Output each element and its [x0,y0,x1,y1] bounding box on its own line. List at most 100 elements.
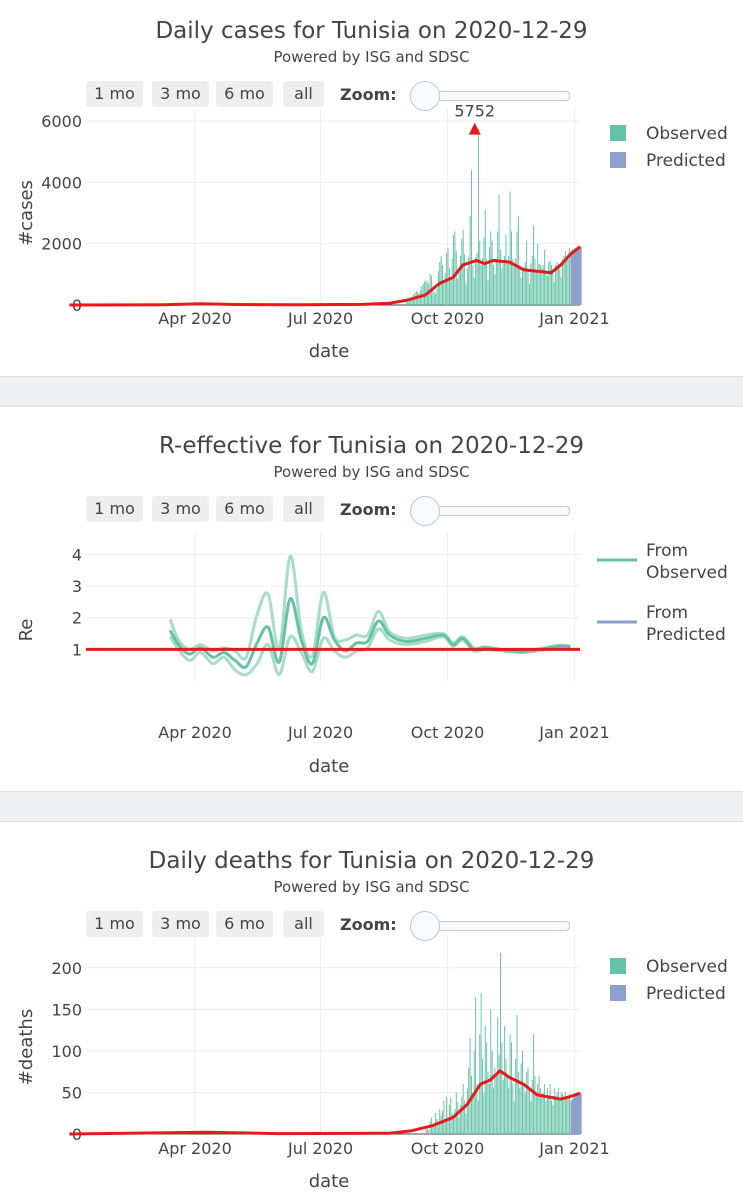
deaths-observed-bar [504,1025,506,1134]
deaths-zoom-slider-handle[interactable] [410,911,440,941]
cases-y-axis-title: #cases [16,180,37,246]
cases-observed-bar [551,265,552,305]
deaths-observed-bar [457,1102,459,1134]
deaths-observed-bar [480,992,482,1134]
cases-observed-bar [494,274,496,305]
cases-observed-bar [555,265,557,305]
deaths-range-1mo-button[interactable]: 1 mo [86,911,143,937]
deaths-ytick-label-4: 200 [51,959,82,978]
deaths-observed-bar [494,1067,496,1134]
cases-observed-bar [534,259,536,305]
cases-observed-bar [473,277,475,305]
cases-observed-bar [567,254,569,305]
deaths-observed-bar [464,1100,466,1134]
deaths-observed-bar [461,1096,463,1134]
deaths-range-6mo-button[interactable]: 6 mo [216,911,273,937]
deaths-observed-bar [484,1025,486,1134]
re-xtick-label-1: Jul 2020 [287,723,353,742]
cases-predicted-bar [570,251,573,305]
cases-zoom-slider-handle[interactable] [410,81,440,111]
deaths-observed-bar [501,1042,503,1134]
cases-observed-bar [437,271,439,305]
cases-range-all-button[interactable]: all [283,81,324,107]
cases-observed-bar [462,229,464,305]
deaths-observed-bar [538,1075,540,1134]
deaths-observed-bar [512,1084,514,1134]
cases-observed-bar [424,281,426,305]
re-range-1mo-button[interactable]: 1 mo [86,496,143,522]
re-range-6mo-button[interactable]: 6 mo [216,496,273,522]
deaths-predicted-bar [573,1097,575,1134]
deaths-observed-bar [447,1117,449,1134]
deaths-observed-bar [488,1084,490,1134]
deaths-observed-bar [564,1092,566,1134]
re-range-all-button[interactable]: all [283,496,324,522]
re-legend-predicted-label-line2: Predicted [646,625,726,645]
deaths-predicted-bar [577,1094,579,1134]
re-range-3mo-button[interactable]: 3 mo [152,496,209,522]
cases-observed-bar [451,259,453,305]
cases-observed-bar [428,284,430,305]
cases-observed-bar [440,255,442,305]
cases-observed-bar [566,257,568,305]
deaths-xtick-label-3: Jan 2021 [538,1139,609,1158]
cases-observed-bar [487,280,489,305]
deaths-observed-bar [491,1050,493,1134]
deaths-observed-bar [511,1042,512,1134]
deaths-observed-bar [539,1088,541,1134]
cases-predicted-bar [573,249,575,305]
deaths-observed-bar [551,1100,552,1134]
deaths-observed-bar [502,1079,504,1134]
deaths-observed-bar [527,1067,529,1134]
cases-observed-bar [549,260,551,305]
cases-observed-bar [435,293,437,305]
re-zoom-slider-handle[interactable] [410,496,440,526]
cases-range-6mo-button[interactable]: 6 mo [216,81,273,107]
cases-observed-bar [454,231,456,305]
deaths-zoom-label: Zoom: [340,915,397,934]
cases-observed-bar [501,268,503,305]
cases-observed-bar [480,265,482,305]
panel-separator-1 [0,376,743,407]
deaths-observed-bar [509,1034,511,1134]
cases-ytick-label-3: 6000 [41,112,82,131]
cases-observed-bar [448,268,450,305]
cases-observed-bar [466,268,468,305]
deaths-legend-observed-swatch [610,958,626,974]
cases-observed-bar [517,216,519,305]
cases-observed-bar [563,255,565,305]
cases-observed-bar [493,265,495,305]
cases-range-3mo-button[interactable]: 3 mo [152,81,209,107]
deaths-observed-bar [524,1092,526,1134]
cases-range-1mo-button[interactable]: 1 mo [86,81,143,107]
deaths-range-3mo-button[interactable]: 3 mo [152,911,209,937]
cases-predicted-bar [575,247,578,305]
deaths-observed-bar [531,1079,533,1134]
deaths-observed-bar [440,1115,442,1134]
deaths-observed-bar [425,1129,427,1134]
cases-observed-bar [443,281,445,305]
deaths-observed-bar [458,1117,460,1134]
deaths-observed-bar [522,1050,524,1134]
cases-observed-bar [548,262,550,305]
cases-observed-bar [458,269,460,305]
deaths-range-all-button[interactable]: all [283,911,324,937]
cases-legend-predicted-label: Predicted [646,151,726,171]
re-legend-observed-label-line2: Observed [646,563,728,583]
deaths-observed-bar [515,1059,517,1134]
deaths-observed-bar [546,1088,548,1134]
deaths-observed-bar [453,1119,455,1134]
deaths-observed-bar [562,1094,564,1134]
deaths-observed-bar [498,1055,500,1134]
cases-observed-bar [568,248,570,305]
deaths-observed-bar [428,1130,430,1134]
cases-observed-bar [497,231,499,305]
cases-observed-bar [444,273,446,305]
deaths-observed-bar [567,1096,569,1134]
cases-observed-bar [530,263,532,305]
deaths-y-axis-title: #deaths [16,1009,37,1085]
deaths-observed-bar [545,1100,547,1134]
cases-observed-bar [552,271,554,305]
deaths-observed-bar [533,1034,535,1134]
cases-observed-bar [505,234,507,305]
